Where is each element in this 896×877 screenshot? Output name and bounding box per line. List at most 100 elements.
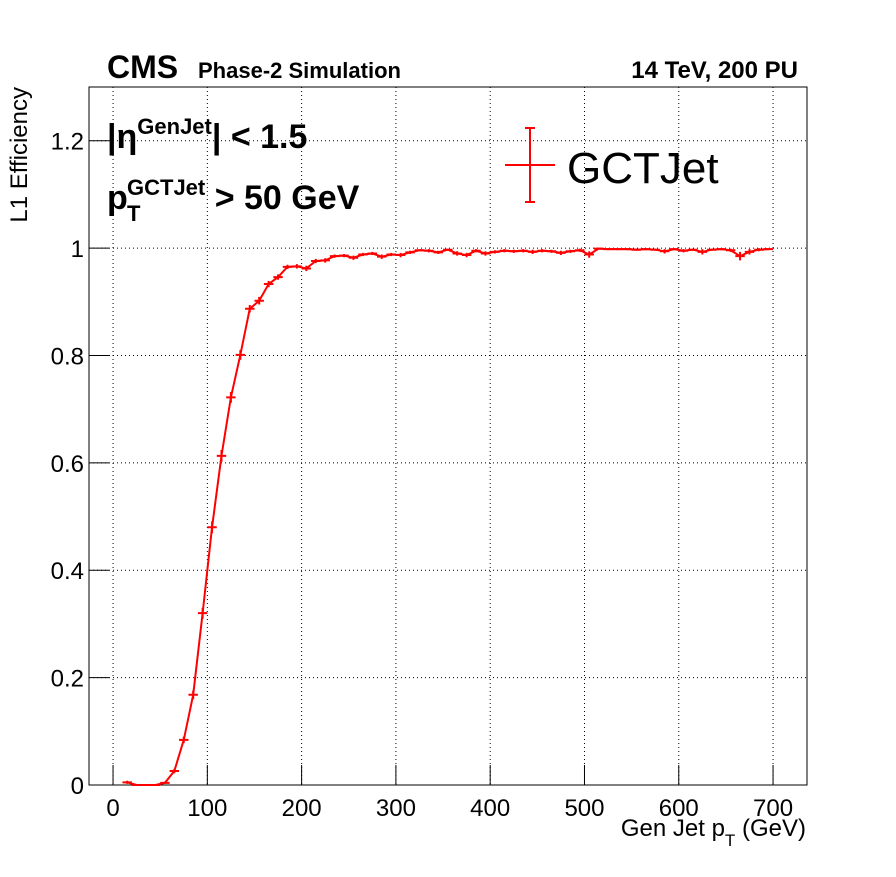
error-bar (348, 255, 359, 260)
axes: 0 100 200 300 400 500 600 700 0 0.2 0.4 0.6 0.8 1 1.2 (51, 129, 793, 822)
error-bar (688, 248, 698, 251)
x-tick-label: 700 (753, 795, 793, 822)
error-bar (527, 249, 538, 254)
text-part: | < 1.5 (212, 118, 308, 156)
legend: GCTJet (505, 127, 719, 203)
plot-frame (88, 86, 808, 786)
error-bar (707, 248, 717, 251)
error-bar (301, 265, 312, 272)
error-bar (150, 784, 161, 786)
grid (89, 87, 807, 786)
error-bar (131, 784, 142, 786)
error-bar (245, 304, 255, 313)
error-bar (631, 248, 642, 251)
legend-label: GCTJet (567, 144, 719, 193)
y-tick-label: 0.6 (51, 451, 84, 478)
error-bar (395, 252, 406, 258)
error-bar (471, 249, 481, 253)
y-tick-label: 0.2 (51, 666, 84, 693)
error-bar (414, 249, 425, 252)
error-bar (735, 251, 745, 261)
error-bar (565, 249, 576, 253)
error-bar (377, 254, 387, 259)
error-bar (509, 249, 519, 253)
x-tick-label: 400 (470, 795, 510, 822)
error-bar (641, 248, 651, 251)
error-bar (169, 768, 180, 774)
error-bar (311, 258, 321, 264)
error-bar (235, 350, 246, 360)
error-bar (141, 784, 151, 786)
error-bar (650, 248, 660, 251)
error-bar (556, 250, 566, 256)
error-bar (490, 250, 500, 254)
legend-marker (505, 127, 555, 203)
error-bar (329, 254, 340, 258)
error-bar (716, 248, 726, 251)
y-tick-label: 0 (71, 773, 84, 800)
error-bar (197, 607, 208, 619)
error-bar (160, 781, 170, 784)
x-axis-label: Gen Jet pT (GeV) (621, 815, 806, 850)
y-tick-label: 0.8 (51, 343, 84, 370)
annotation-eta: |ηGenJet| < 1.5 (107, 114, 307, 156)
superscript: GenJet (137, 114, 212, 139)
x-tick-label: 300 (376, 795, 416, 822)
error-bar (386, 252, 396, 257)
x-tick-label: 500 (564, 795, 604, 822)
error-bar (461, 252, 472, 258)
y-tick-label: 1 (71, 236, 84, 263)
error-bar (263, 280, 274, 288)
error-bar (122, 780, 132, 784)
data-marks (122, 247, 774, 786)
x-tick-label: 200 (282, 795, 322, 822)
error-bar (216, 449, 227, 462)
y-tick-label: 0.4 (51, 558, 84, 585)
error-bar (367, 251, 378, 256)
error-bar (669, 248, 679, 251)
error-bar (518, 249, 528, 253)
error-bar (575, 248, 585, 252)
error-bar (537, 249, 547, 253)
x-tick-label: 600 (659, 795, 699, 822)
error-bar (339, 253, 349, 258)
conditions: 14 TeV, 200 PU (631, 57, 798, 84)
text-part: Gen Jet p (621, 815, 725, 842)
error-bar (226, 391, 236, 403)
error-bar (254, 296, 264, 305)
error-bar (443, 248, 453, 251)
subscript: T (127, 201, 141, 226)
error-bar (282, 264, 293, 270)
error-bar (678, 249, 689, 253)
error-bar (499, 249, 510, 253)
subscript: T (725, 831, 735, 850)
series-line (126, 247, 769, 786)
error-bar (744, 249, 755, 255)
error-bar (612, 248, 623, 251)
error-bar (405, 250, 415, 254)
error-bar (603, 248, 613, 251)
error-bar (358, 252, 368, 257)
error-bar (584, 251, 594, 258)
superscript: GCTJet (127, 175, 206, 200)
y-axis-label: L1 Efficiency (6, 87, 33, 223)
error-bar (697, 249, 708, 255)
error-bar (179, 736, 189, 744)
error-bar (452, 251, 462, 256)
error-bar (188, 690, 198, 700)
error-bar (433, 250, 444, 254)
error-bar (480, 251, 491, 256)
error-bar (546, 249, 557, 253)
error-bar (273, 274, 283, 280)
x-tick-label: 0 (106, 795, 119, 822)
error-bar (207, 521, 217, 534)
error-bar (659, 249, 670, 254)
error-bar (593, 247, 604, 250)
text-part: (GeV) (735, 815, 806, 842)
annotation-pt: pTGCTJet > 50 GeV (107, 175, 360, 226)
error-bar (754, 248, 764, 252)
error-bar (424, 249, 434, 253)
error-bar (320, 258, 330, 263)
x-tick-label: 100 (187, 795, 227, 822)
